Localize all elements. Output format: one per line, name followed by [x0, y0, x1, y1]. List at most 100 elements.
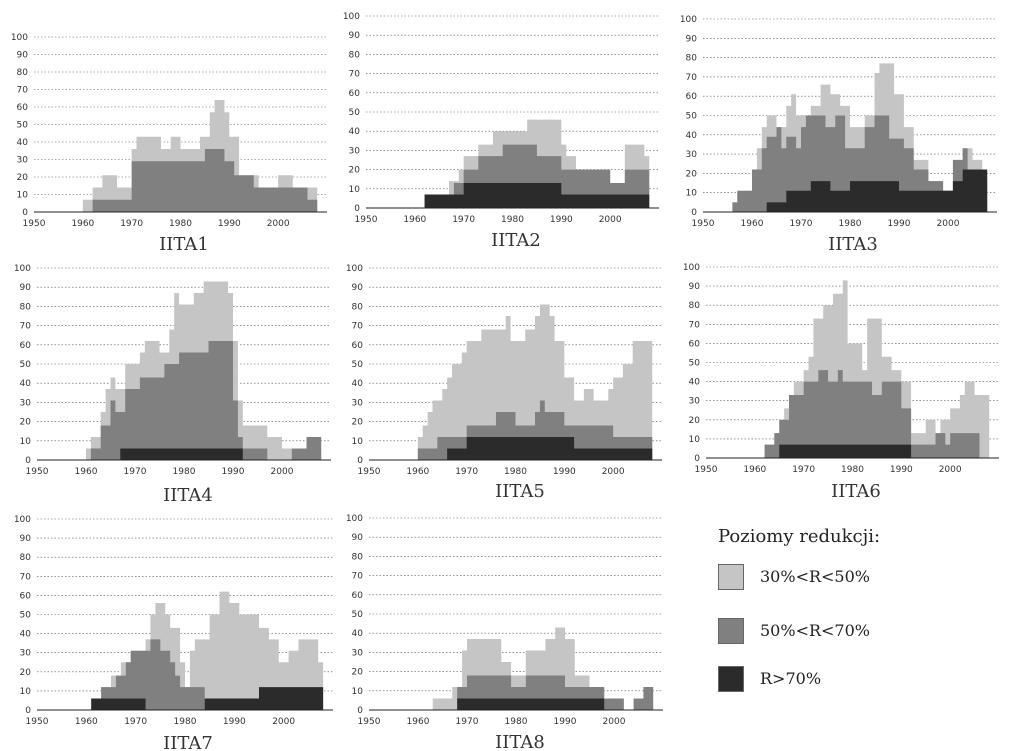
panel-3-ytick-label: 0: [691, 208, 697, 218]
panel-5-xtick-label: 1980: [504, 467, 527, 477]
panel-3-series-2: [732, 115, 988, 212]
legend-title: Poziomy redukcji:: [718, 526, 881, 547]
panel-3-xtick-label: 1970: [790, 219, 813, 229]
legend-swatch-dark: [718, 666, 744, 692]
panel-3-xtick-label: 1990: [888, 219, 911, 229]
panel-4-xtick-label: 2000: [271, 467, 294, 477]
panel-3-title: IITA3: [828, 234, 878, 255]
panel-7-series-2: [91, 639, 260, 710]
panel-4-xtick-label: 1950: [26, 467, 49, 477]
panel-1-xtick-label: 1980: [169, 219, 192, 229]
panel-6-xtick-label: 1990: [890, 465, 913, 475]
panel-8-xtick-label: 1990: [554, 717, 577, 727]
panel-7-ytick-label: 0: [25, 706, 31, 716]
panel-1: 0 10 20 30 40 50 60 70 80 90 100 1950 1960 1970 1980 19…: [11, 33, 327, 255]
panel-1-ytick-label: 50: [17, 121, 29, 131]
panel-3-ytick-label: 30: [686, 150, 698, 160]
panel-3-ytick-label: 20: [686, 169, 698, 179]
panel-8-xtick-label: 1980: [505, 717, 528, 727]
panel-3-ytick-label: 70: [686, 73, 698, 83]
panel-6-ytick-label: 70: [689, 320, 701, 330]
panel-2-xtick-label: 1950: [355, 215, 378, 225]
panel-2-ytick-label: 80: [349, 50, 361, 60]
panel-6-xtick-label: 1980: [841, 465, 864, 475]
panel-2-xtick-label: 1970: [452, 215, 475, 225]
panel-3-xtick-label: 1960: [741, 219, 764, 229]
panel-4-series-3: [120, 448, 243, 460]
panel-6-ytick-label: 30: [689, 397, 701, 407]
panel-5-ytick-label: 80: [352, 302, 364, 312]
panel-3: 0 10 20 30 40 50 60 70 80 90 100 1950 1960 1970 1980 19…: [680, 15, 997, 255]
panel-8-xtick-label: 2000: [603, 717, 626, 727]
legend-label-medium: 50%<R<70%: [760, 621, 870, 640]
panel-7: 0 10 20 30 40 50 60 70 80 90 100 1950 1960 1970 1980 19…: [14, 515, 333, 751]
panel-1-title: IITA1: [159, 234, 209, 255]
panel-1-xtick-label: 2000: [267, 219, 290, 229]
panel-4-ytick-label: 20: [20, 418, 32, 428]
panel-8-xtick-label: 1960: [407, 717, 430, 727]
panel-2-series-3: [424, 183, 650, 208]
panel-3-ytick-label: 90: [686, 34, 698, 44]
panel-1-ytick-label: 90: [17, 51, 29, 61]
panel-5-xtick-label: 1960: [406, 467, 429, 477]
panel-7-xtick-label: 1980: [174, 717, 197, 727]
panel-5-xtick-label: 1990: [553, 467, 576, 477]
legend: Poziomy redukcji: 30%<R<50% 50%<R<70% R>…: [716, 524, 1016, 704]
panel-4-xtick-label: 1960: [75, 467, 98, 477]
panel-6-ytick-label: 10: [689, 435, 701, 445]
panel-6-xtick-label: 2000: [939, 465, 962, 475]
panel-6-ytick-label: 40: [689, 378, 701, 388]
panel-2-xtick-label: 1960: [403, 215, 426, 225]
panel-2-ytick-label: 100: [343, 12, 360, 22]
panel-4-ytick-label: 90: [20, 283, 32, 293]
legend-label-dark: R>70%: [760, 669, 822, 688]
legend-swatch-light: [718, 564, 744, 590]
panel-2-ytick-label: 40: [349, 127, 361, 137]
panel-8-ytick-label: 50: [352, 610, 364, 620]
panel-5-ytick-label: 40: [352, 379, 364, 389]
panel-5: 0 10 20 30 40 50 60 70 80 90 100 1950 1960 1970 1980 19…: [346, 264, 662, 502]
panel-3-ytick-label: 50: [686, 112, 698, 122]
panel-3-xtick-label: 2000: [937, 219, 960, 229]
panel-8-xtick-label: 1970: [456, 717, 479, 727]
panel-6-ytick-label: 90: [689, 282, 701, 292]
panel-7-ytick-label: 60: [20, 591, 32, 601]
panel-6-ytick-label: 0: [694, 454, 700, 464]
panel-6-xtick-label: 1950: [695, 465, 718, 475]
panel-3-ytick-label: 10: [686, 189, 698, 199]
panel-4-ytick-label: 100: [14, 264, 31, 274]
panel-6-series-3: [779, 444, 912, 458]
panel-3-series-3: [766, 169, 988, 212]
panel-8-ytick-label: 30: [352, 648, 364, 658]
panel-8-ytick-label: 80: [352, 552, 364, 562]
panel-5-ytick-label: 90: [352, 283, 364, 293]
panel-7-series-3: [91, 687, 324, 710]
panel-6-ytick-label: 50: [689, 359, 701, 369]
panel-4-ytick-label: 30: [20, 398, 32, 408]
panel-5-ytick-label: 20: [352, 418, 364, 428]
panel-5-ytick-label: 50: [352, 360, 364, 370]
panel-7-ytick-label: 20: [20, 668, 32, 678]
panel-2-ytick-label: 70: [349, 70, 361, 80]
panel-4-ytick-label: 40: [20, 379, 32, 389]
panel-6-xtick-label: 1960: [743, 465, 766, 475]
panel-1-ytick-label: 10: [17, 191, 29, 201]
panel-1-xtick-label: 1970: [120, 219, 143, 229]
panel-5-ytick-label: 100: [346, 264, 363, 274]
panel-4-ytick-label: 0: [25, 456, 31, 466]
panel-2-ytick-label: 30: [349, 146, 361, 156]
panel-7-ytick-label: 40: [20, 630, 32, 640]
panel-7-xtick-label: 1950: [26, 717, 49, 727]
panel-2: 0 10 20 30 40 50 60 70 80 90 100 1950 1960 1970 1980 19…: [343, 12, 659, 251]
panel-8-ytick-label: 60: [352, 591, 364, 601]
panel-8-title: IITA8: [495, 732, 545, 751]
panel-6-ytick-label: 60: [689, 339, 701, 349]
panel-5-xtick-label: 1950: [358, 467, 381, 477]
panel-5-xtick-label: 1970: [455, 467, 478, 477]
panel-7-xtick-label: 1960: [75, 717, 98, 727]
panel-7-ytick-label: 80: [20, 553, 32, 563]
panel-8-ytick-label: 40: [352, 629, 364, 639]
panel-3-ytick-label: 80: [686, 54, 698, 64]
panel-7-ytick-label: 30: [20, 649, 32, 659]
